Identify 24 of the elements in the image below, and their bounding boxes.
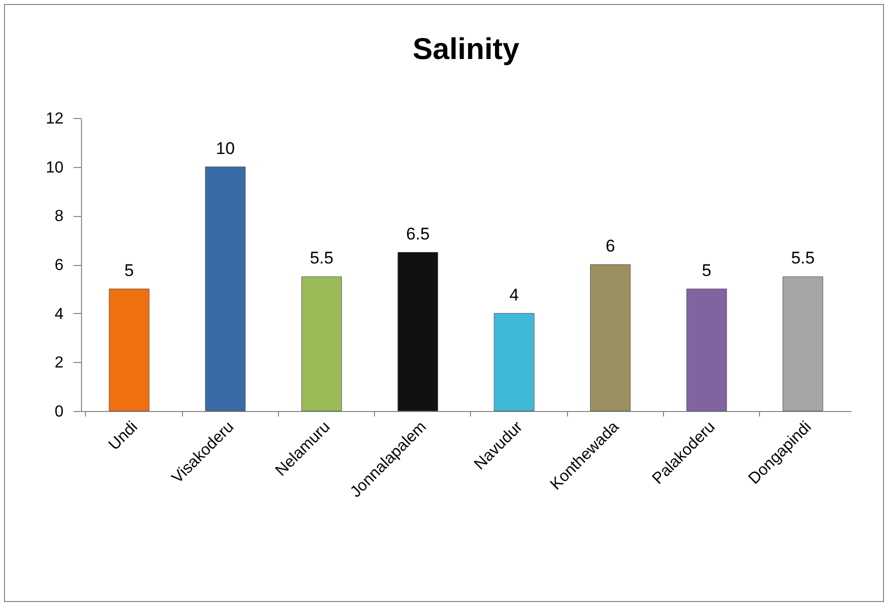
y-tick-label: 8 xyxy=(54,208,64,226)
data-label: 5.5 xyxy=(791,248,815,268)
bar xyxy=(301,276,342,412)
data-label: 6 xyxy=(606,236,616,256)
data-label: 5.5 xyxy=(310,248,334,268)
y-tick-label: 0 xyxy=(54,404,64,420)
data-label: 6.5 xyxy=(406,224,430,244)
bar xyxy=(494,313,534,412)
data-label: 10 xyxy=(216,138,235,158)
y-tick-label: 4 xyxy=(54,306,64,323)
y-tick-label: 2 xyxy=(54,354,64,372)
bar xyxy=(398,252,438,412)
y-tick-label: 10 xyxy=(46,159,64,176)
bar xyxy=(205,166,246,412)
bar xyxy=(782,276,824,412)
bar xyxy=(108,288,150,412)
data-label: 4 xyxy=(509,285,519,304)
data-label: 5 xyxy=(702,260,712,280)
bar xyxy=(686,288,727,412)
y-tick-label: 6 xyxy=(54,257,64,274)
chart-title: Salinity xyxy=(412,33,520,66)
data-label: 5 xyxy=(124,260,134,280)
y-tick-label: 12 xyxy=(46,110,64,128)
bar xyxy=(590,264,631,412)
